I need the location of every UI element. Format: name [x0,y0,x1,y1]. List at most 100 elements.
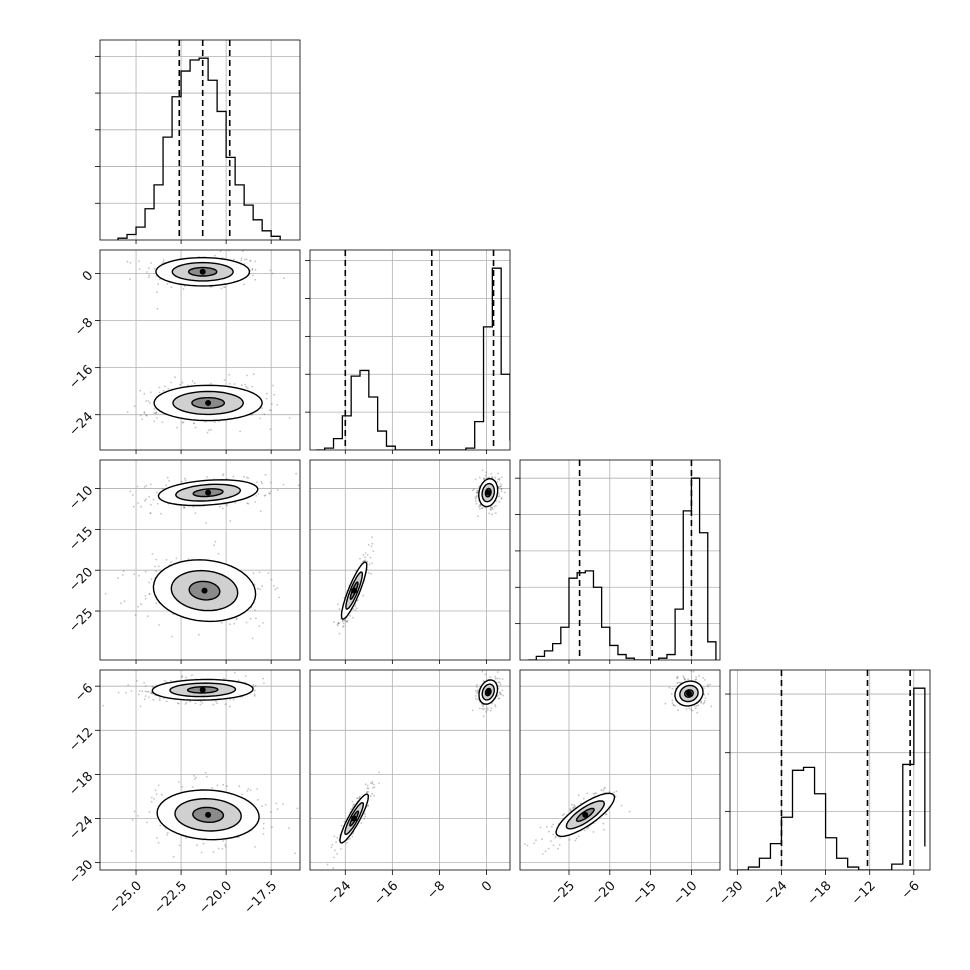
scatter-point-3-2-1-4 [620,804,623,807]
scatter-point-3-1-1-46 [352,832,355,835]
scatter-point-1-0-0-54 [146,271,148,273]
scatter-point-2-1-1-210 [349,614,351,617]
xtick-label-3-3: −12 [849,878,879,908]
scatter-point-2-1-0-210 [488,476,491,479]
scatter-point-2-0-1-116 [270,578,273,581]
scatter-point-2-1-0-180 [496,481,499,483]
xtick-label-1-3: 0 [479,878,495,894]
scatter-point-3-1-1-248 [366,784,369,787]
scatter-point-2-0-0-233 [149,512,152,515]
axes-frame-3-0 [99,669,301,871]
scatter-point-3-2-0-20 [684,678,686,681]
scatter-point-2-1-1-143 [338,632,341,635]
scatter-point-3-2-0-203 [700,700,702,702]
scatter-point-3-0-0-36 [199,700,202,703]
scatter-point-1-0-1-54 [162,390,165,392]
scatter-point-2-0-1-94 [258,625,261,628]
scatter-point-2-0-1-143 [122,570,125,572]
scatter-point-2-1-0-250 [498,477,501,480]
scatter-point-3-1-0-53 [491,702,493,705]
scatter-point-3-1-1-127 [332,867,335,870]
scatter-point-3-1-1-143 [378,771,381,774]
scatter-point-3-0-0-196 [146,691,149,693]
scatter-point-2-1-0-64 [481,507,484,509]
scatter-point-1-0-0-82 [223,286,225,288]
scatter-point-2-0-1-174 [158,624,160,626]
scatter-point-3-0-0-33 [125,691,127,694]
scatter-point-2-0-1-0 [253,583,256,586]
scatter-point-3-0-0-186 [252,684,255,686]
scatter-point-1-0-1-38 [273,393,276,396]
scatter-point-1-0-0-214 [147,276,150,279]
scatter-point-2-0-1-112 [254,609,256,612]
scatter-point-3-0-1-146 [146,821,148,824]
scatter-point-3-0-1-199 [137,815,140,817]
scatter-point-3-0-1-200 [275,802,278,805]
scatter-point-2-1-1-3 [362,560,365,563]
scatter-point-3-2-0-258 [683,677,686,680]
scatter-point-2-0-1-26 [255,617,257,620]
scatter-point-3-2-0-135 [682,676,685,679]
scatter-point-3-0-1-118 [256,798,259,801]
scatter-point-3-1-1-194 [349,837,351,840]
scatter-point-2-1-1-79 [333,621,335,623]
scatter-point-3-2-1-83 [541,838,543,841]
scatter-point-3-0-1-109 [155,793,158,795]
scatter-point-3-1-1-2 [351,800,354,803]
scatter-point-2-0-0-151 [232,475,235,478]
scatter-point-2-0-0-60 [206,476,209,478]
density-peak-2-1-1 [351,587,358,594]
scatter-point-3-1-1-80 [373,794,375,797]
scatter-point-2-0-0-241 [183,506,185,509]
scatter-point-2-0-1-48 [117,577,119,579]
scatter-point-1-0-1-122 [269,428,272,431]
scatter-point-3-0-1-196 [271,826,273,828]
scatter-point-3-1-0-250 [484,673,487,676]
scatter-point-2-1-0-170 [481,507,483,510]
scatter-point-3-0-1-205 [130,850,133,852]
scatter-point-3-1-1-241 [373,786,376,789]
xtick-label-3-1: −24 [761,878,791,908]
scatter-point-2-0-0-226 [269,492,271,495]
scatter-point-3-0-0-218 [165,700,168,703]
scatter-point-3-2-1-228 [571,803,573,806]
scatter-point-3-0-0-191 [194,702,197,705]
scatter-point-3-1-0-62 [482,715,485,718]
scatter-point-2-0-1-113 [229,520,232,522]
scatter-point-2-1-0-100 [493,505,496,508]
scatter-point-1-0-1-235 [158,391,161,394]
scatter-point-1-0-0-7 [240,257,243,260]
scatter-point-3-2-1-148 [574,839,577,842]
scatter-point-3-2-0-251 [707,693,710,695]
scatter-point-2-1-0-242 [483,478,485,481]
scatter-point-3-2-0-162 [688,707,691,710]
scatter-point-3-1-1-121 [333,835,336,838]
scatter-point-3-0-1-152 [246,790,249,792]
scatter-point-2-1-0-212 [476,494,478,497]
scatter-point-3-1-1-162 [365,791,368,794]
scatter-point-3-1-0-190 [486,707,489,709]
scatter-point-2-0-0-119 [297,484,300,487]
xtick-label-0-2: −20.0 [196,878,235,917]
scatter-point-3-2-0-96 [709,683,711,686]
scatter-point-1-0-1-187 [167,387,170,390]
scatter-point-1-0-1-154 [246,387,249,390]
xtick-label-3-0: −30 [716,878,746,908]
scatter-point-3-0-0-230 [191,674,193,677]
scatter-point-1-0-1-259 [153,420,156,423]
scatter-point-3-2-0-145 [671,702,674,704]
scatter-point-3-2-1-253 [541,853,544,855]
scatter-point-3-0-1-226 [262,827,265,830]
scatter-point-3-0-0-68 [158,699,161,702]
axes-frame-1-1 [309,249,511,451]
scatter-point-1-0-1-45 [210,428,212,431]
scatter-point-2-0-1-134 [144,597,147,600]
scatter-point-3-0-1-81 [150,800,153,803]
scatter-point-3-2-0-10 [695,705,698,707]
scatter-point-1-0-1-83 [181,421,184,424]
scatter-point-2-0-0-127 [136,485,139,488]
scatter-point-2-1-1-238 [369,556,372,559]
xtick-label-2-3: −10 [670,878,700,908]
scatter-point-3-0-1-36 [195,776,197,779]
scatter-point-2-0-1-200 [120,602,122,604]
